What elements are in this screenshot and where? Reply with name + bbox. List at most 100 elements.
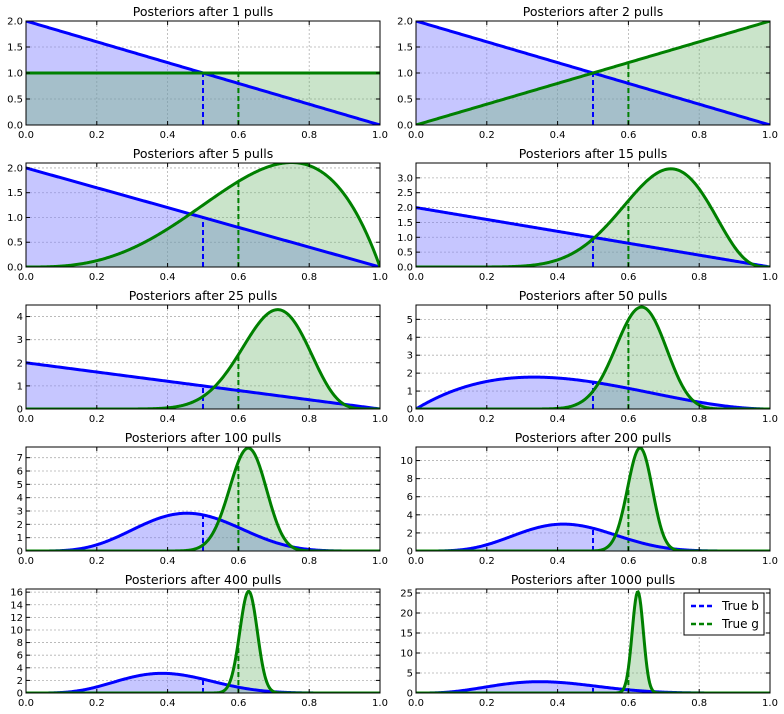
x-tick-label: 0.0 [408, 556, 424, 567]
panel-plot-content [416, 21, 770, 125]
series-b-line [26, 166, 380, 267]
panel-frame [25, 588, 381, 694]
legend: True b True g [683, 592, 765, 636]
panel-title: Posteriors after 2 pulls [523, 4, 664, 19]
y-tick-label: 4 [17, 663, 23, 674]
y-tick-label: 16 [10, 588, 23, 599]
y-tick-label: 7 [17, 453, 23, 464]
y-tick-label: 4 [17, 493, 23, 504]
x-tick-label: 1.0 [762, 414, 778, 425]
x-tick-label: 1.0 [762, 556, 778, 567]
x-tick-label: 0.0 [18, 130, 34, 141]
panel-2: 0.0 0.2 0.4 0.6 0.8 1.0 0.0 0.5 1.0 1.5 2.0 Posteri… [397, 4, 778, 141]
y-tick-label: 0 [407, 547, 413, 558]
x-tick-label: 0.2 [89, 272, 105, 283]
series-g-line [26, 447, 380, 551]
x-tick-label: 1.0 [372, 414, 388, 425]
x-tick-label: 0.4 [160, 556, 176, 567]
y-tick-label: 2 [17, 676, 23, 687]
x-tick-label: 0.0 [18, 414, 34, 425]
y-tick-label: 5 [407, 315, 413, 326]
x-tick-label: 0.8 [301, 556, 317, 567]
y-tick-label: 8 [17, 638, 23, 649]
series-b-line [416, 375, 770, 409]
y-tick-label: 1.0 [397, 69, 413, 80]
panel-frame [415, 162, 771, 268]
panel-title: Posteriors after 50 pulls [519, 288, 667, 303]
x-tick-label: 0.2 [479, 556, 495, 567]
y-tick-label: 4 [17, 312, 23, 323]
series-b-line [26, 361, 380, 409]
x-tick-label: 1.0 [762, 130, 778, 141]
panel-title: Posteriors after 1000 pulls [511, 572, 675, 587]
x-tick-label: 0.8 [301, 414, 317, 425]
y-tick-label: 25 [400, 589, 413, 600]
y-tick-label: 1.0 [397, 233, 413, 244]
x-tick-label: 0.6 [620, 130, 636, 141]
x-tick-label: 0.2 [89, 698, 105, 709]
panel-frame [415, 446, 771, 552]
y-tick-label: 3.0 [397, 173, 413, 184]
x-tick-label: 0.0 [408, 414, 424, 425]
y-tick-label: 0.5 [7, 238, 23, 249]
x-tick-label: 1.0 [762, 698, 778, 709]
x-tick-label: 0.2 [479, 414, 495, 425]
y-tick-label: 0.5 [397, 248, 413, 259]
y-tick-label: 0.5 [397, 95, 413, 106]
series-g-fill [26, 309, 380, 409]
panel-frame [415, 304, 771, 410]
x-tick-label: 0.8 [691, 556, 707, 567]
panel-plot-content [26, 163, 380, 267]
x-tick-label: 0.6 [620, 414, 636, 425]
panel-title: Posteriors after 25 pulls [129, 288, 277, 303]
x-tick-label: 0.6 [230, 272, 246, 283]
y-tick-label: 10 [10, 625, 23, 636]
x-tick-label: 0.8 [691, 698, 707, 709]
y-tick-label: 0 [17, 405, 23, 416]
y-tick-label: 2.5 [397, 188, 413, 199]
y-tick-label: 2 [17, 520, 23, 531]
y-tick-label: 3 [17, 335, 23, 346]
y-tick-label: 0 [407, 405, 413, 416]
y-tick-label: 2 [17, 358, 23, 369]
y-tick-label: 0 [17, 689, 23, 700]
x-tick-label: 1.0 [372, 272, 388, 283]
x-tick-label: 0.0 [18, 272, 34, 283]
x-tick-label: 0.0 [408, 698, 424, 709]
x-tick-label: 0.2 [89, 130, 105, 141]
panel-frame [25, 446, 381, 552]
y-tick-label: 1.0 [7, 213, 23, 224]
y-tick-label: 14 [10, 600, 23, 611]
x-tick-label: 0.4 [160, 272, 176, 283]
y-tick-label: 6 [407, 492, 413, 503]
panel-3: 0.0 0.2 0.4 0.6 0.8 1.0 0.0 0.5 1.0 1.5 2.0 Posteri… [7, 146, 388, 283]
panel-title: Posteriors after 400 pulls [125, 572, 281, 587]
x-tick-label: 0.4 [160, 698, 176, 709]
y-tick-label: 5 [407, 669, 413, 680]
x-tick-label: 0.8 [301, 272, 317, 283]
y-tick-label: 1 [407, 387, 413, 398]
y-tick-label: 0.0 [7, 121, 23, 132]
panel-frame [25, 304, 381, 410]
y-tick-label: 10 [400, 649, 413, 660]
x-tick-label: 0.8 [691, 414, 707, 425]
series-g-line [26, 163, 380, 267]
x-tick-label: 0.0 [18, 556, 34, 567]
x-tick-label: 0.4 [550, 414, 566, 425]
panel-title: Posteriors after 200 pulls [515, 430, 671, 445]
panel-frame [415, 588, 771, 694]
y-tick-label: 1.5 [7, 188, 23, 199]
y-tick-label: 1.0 [7, 69, 23, 80]
x-tick-label: 0.2 [89, 556, 105, 567]
y-tick-label: 0.0 [397, 121, 413, 132]
y-tick-label: 0.0 [7, 263, 23, 274]
x-tick-label: 0.8 [301, 698, 317, 709]
x-tick-label: 0.0 [408, 130, 424, 141]
x-tick-label: 0.2 [479, 272, 495, 283]
x-tick-label: 1.0 [372, 556, 388, 567]
y-tick-label: 1 [17, 381, 23, 392]
panel-1: 0.0 0.2 0.4 0.6 0.8 1.0 0.0 0.5 1.0 1.5 2.0 Posteri… [7, 4, 388, 141]
panel-title: Posteriors after 100 pulls [125, 430, 281, 445]
x-tick-label: 0.0 [408, 272, 424, 283]
